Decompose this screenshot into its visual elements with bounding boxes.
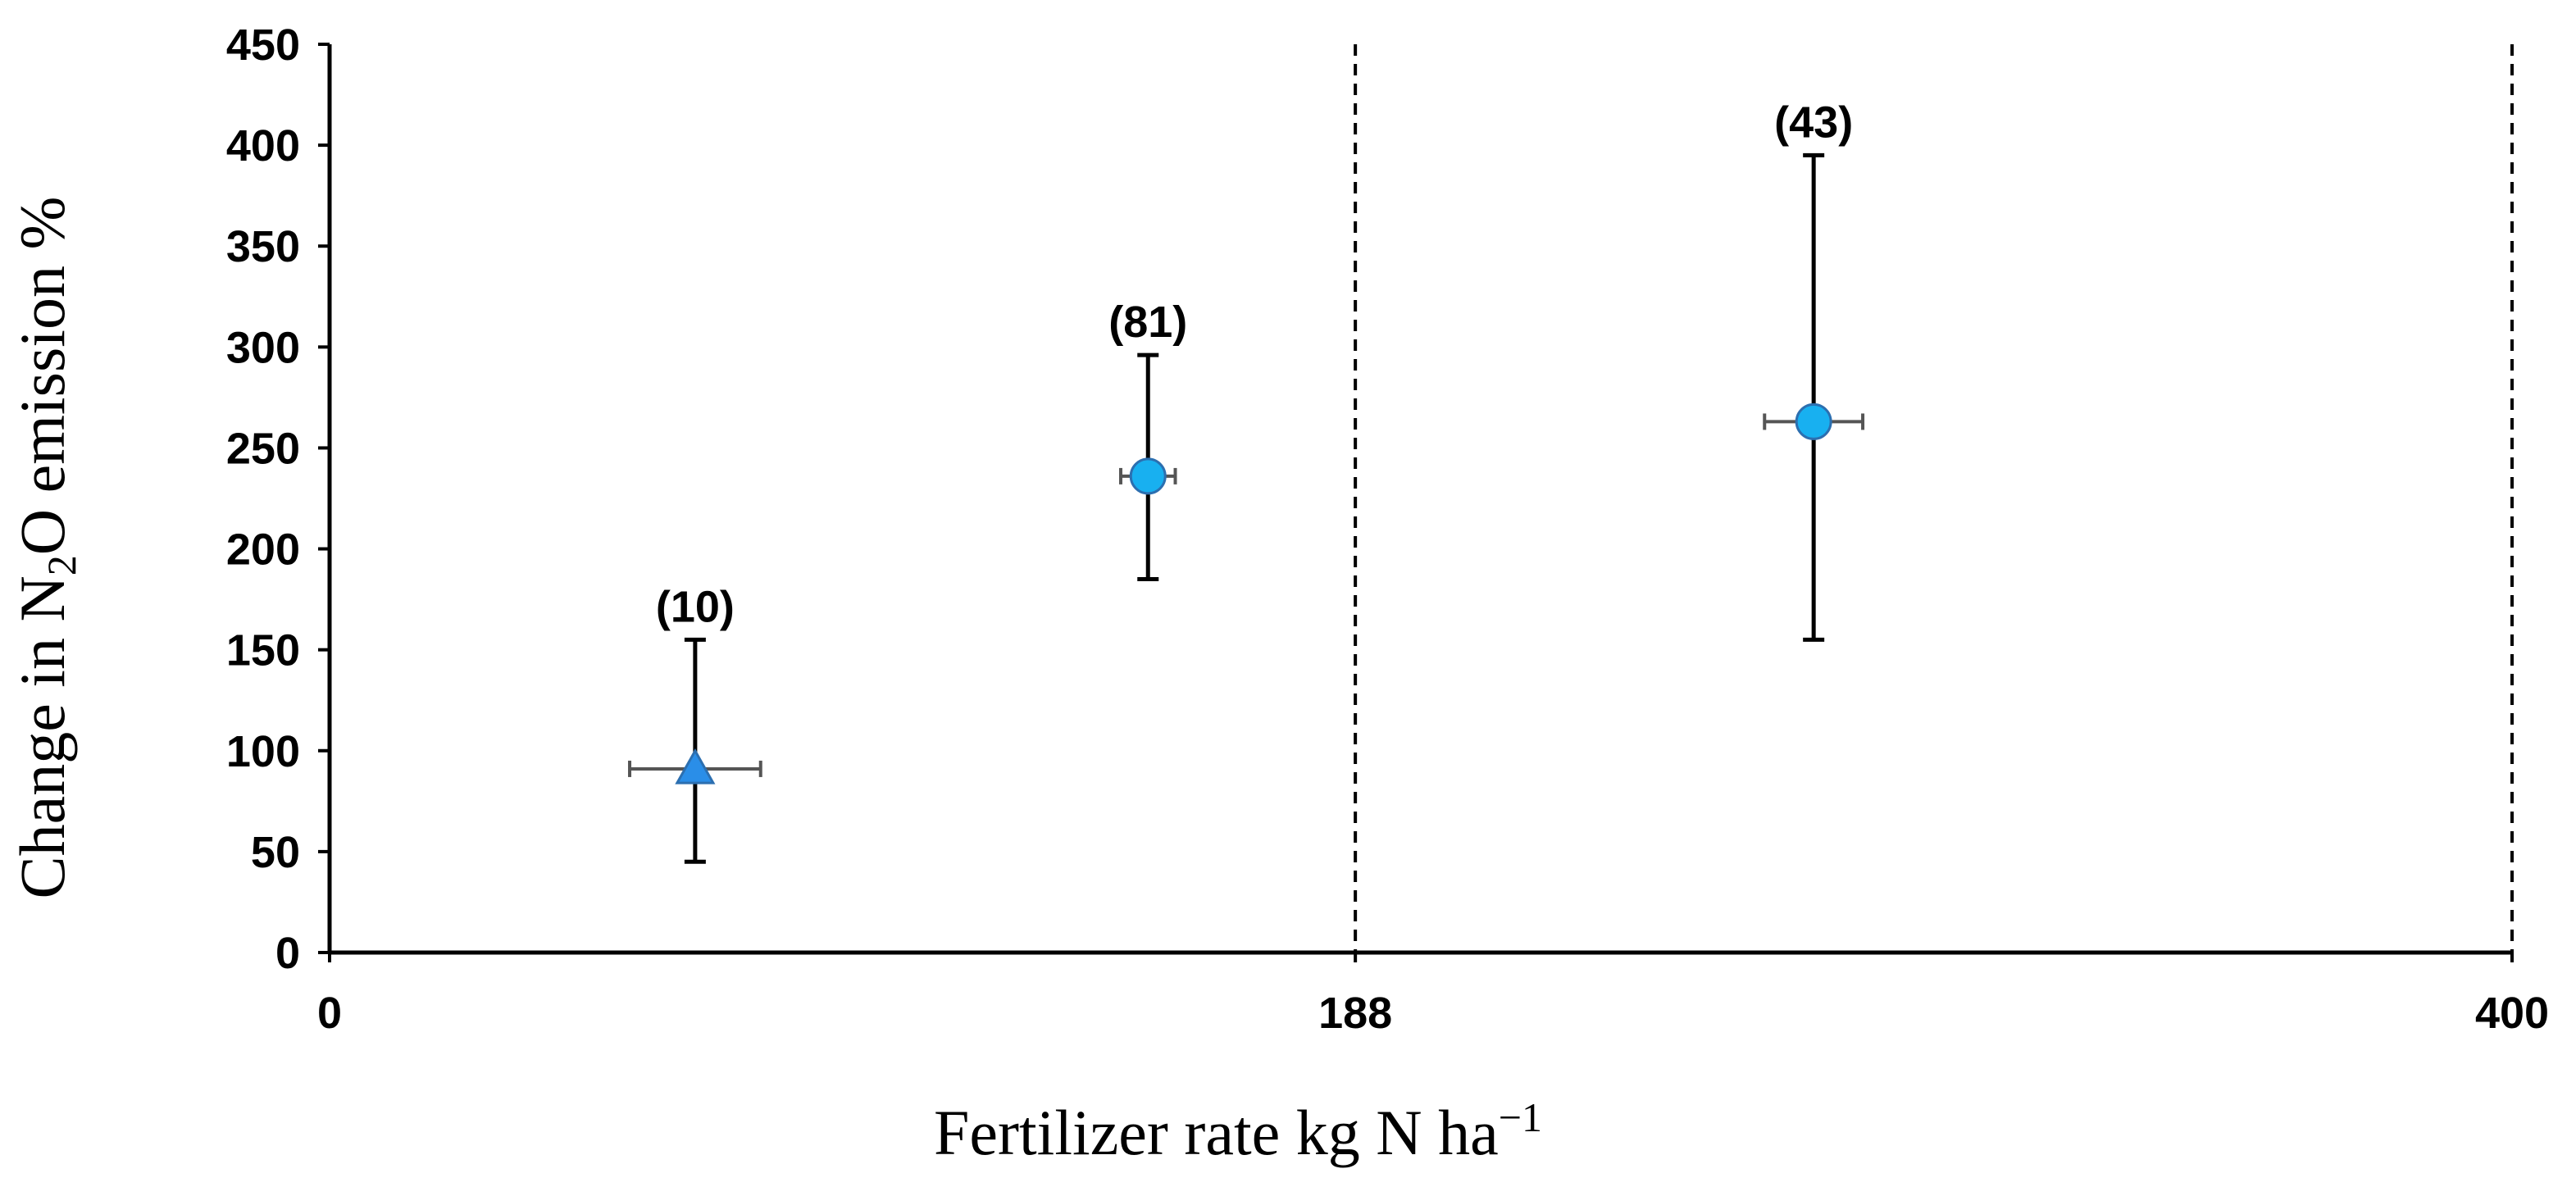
y-tick-label: 400 <box>226 121 300 171</box>
y-tick-label: 0 <box>275 929 300 978</box>
y-axis-title-sub: 2 <box>39 555 84 575</box>
triangle-marker <box>675 748 716 784</box>
x-axis-title: Fertilizer rate kg N ha−1 <box>934 1094 1542 1168</box>
y-tick-label: 350 <box>226 222 300 271</box>
data-point-group: (81) <box>1108 298 1187 581</box>
circle-marker <box>1795 402 1832 440</box>
y-tick-label: 100 <box>226 727 300 776</box>
y-axis-title: Change in N2O emission % <box>7 197 84 899</box>
data-points: (10) (81) (43) <box>628 98 1865 864</box>
sample-size-label: (81) <box>1108 298 1187 347</box>
axes <box>327 44 2512 955</box>
y-tick-label: 50 <box>251 828 300 877</box>
data-point-group: (10) <box>628 582 762 864</box>
y-axis-ticks: 0 50 100 150 200 250 300 350 400 450 <box>226 20 330 978</box>
x-axis-ticks: 0 188 400 <box>317 953 2549 1038</box>
y-axis-title-post: O emission % <box>7 197 78 556</box>
y-tick-label: 300 <box>226 323 300 372</box>
reference-lines <box>1354 44 2514 953</box>
y-tick-label: 250 <box>226 424 300 473</box>
circle-marker <box>1129 457 1167 495</box>
x-tick-label: 0 <box>317 989 342 1038</box>
x-axis-title-sup: −1 <box>1499 1094 1542 1140</box>
y-tick-label: 200 <box>226 525 300 575</box>
sample-size-label: (10) <box>656 582 735 631</box>
x-tick-label: 188 <box>1318 989 1392 1038</box>
y-tick-label: 150 <box>226 626 300 675</box>
y-axis-title-pre: Change in N <box>7 575 78 898</box>
sample-size-label: (43) <box>1774 98 1853 147</box>
x-axis-title-pre: Fertilizer rate kg N ha <box>934 1097 1499 1168</box>
data-point-group: (43) <box>1763 98 1865 642</box>
x-tick-label: 400 <box>2475 989 2549 1038</box>
y-tick-label: 450 <box>226 20 300 70</box>
